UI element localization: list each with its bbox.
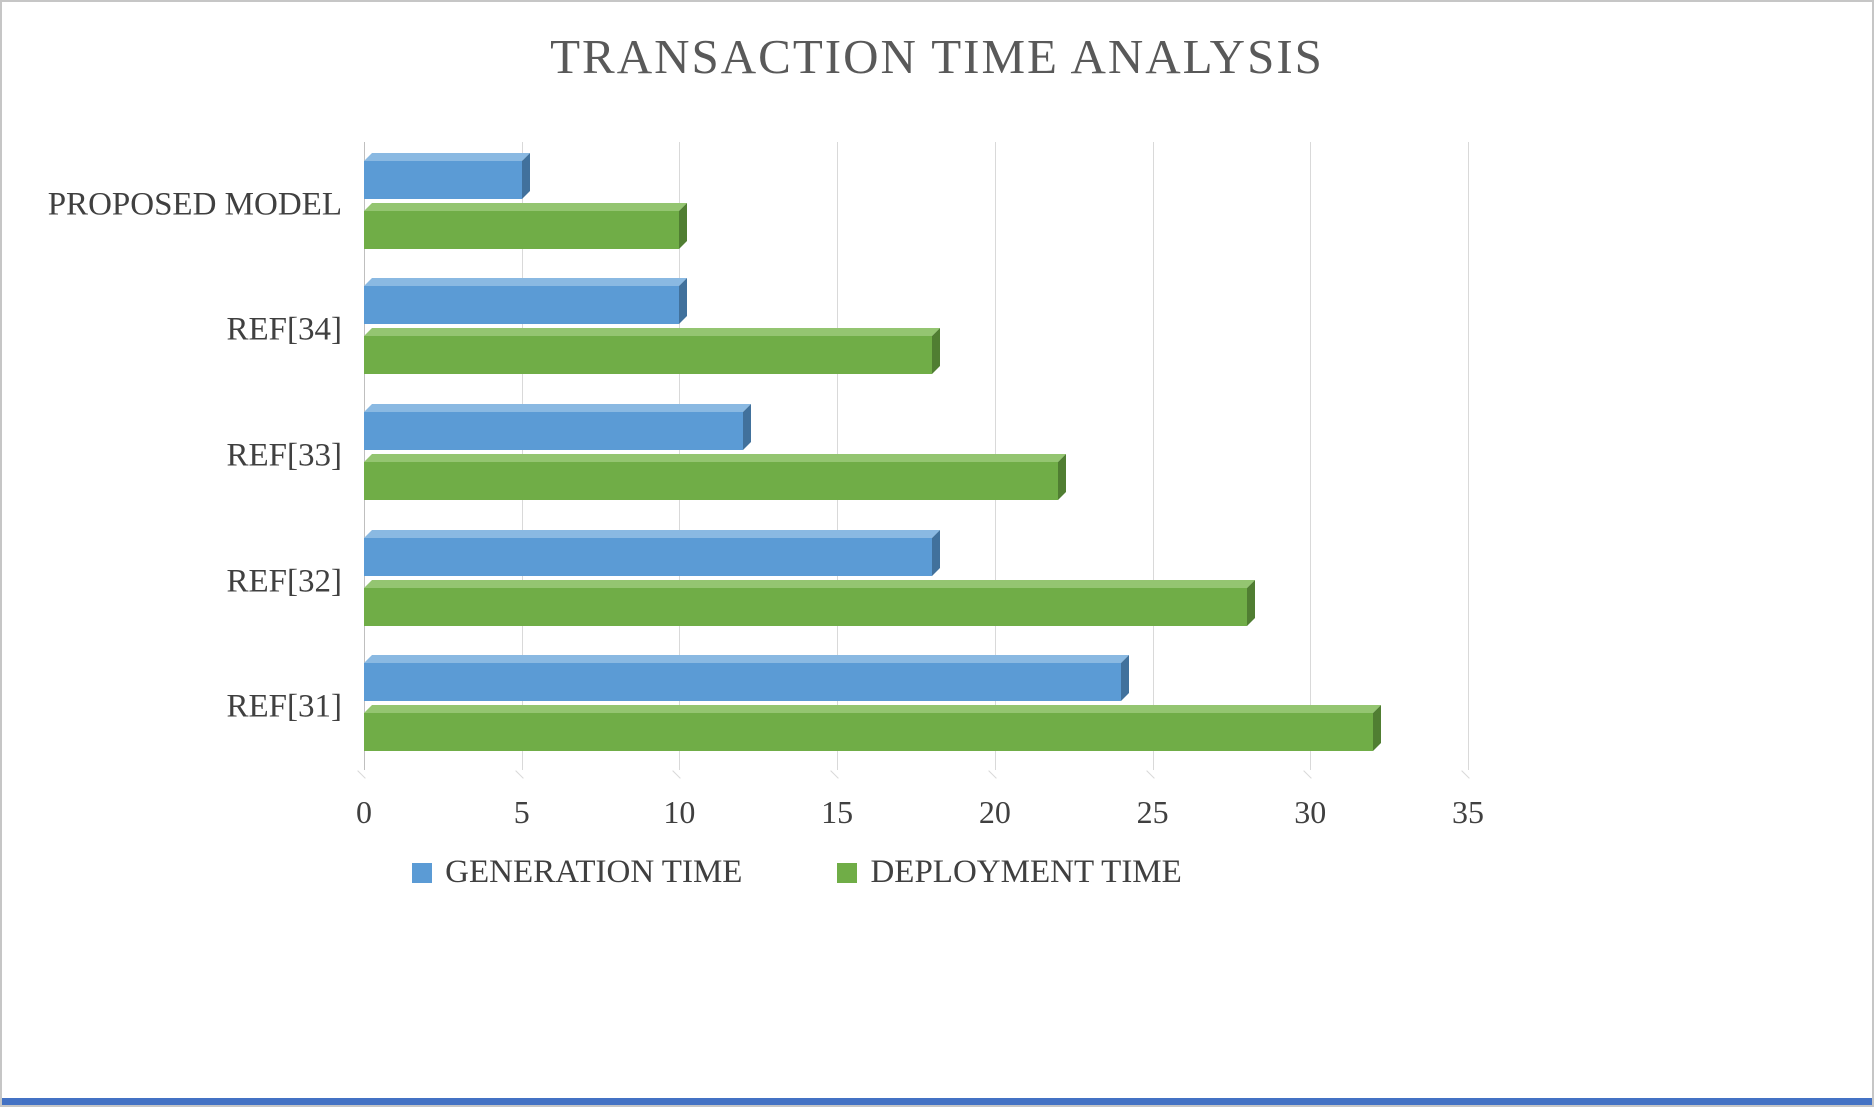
generation-time-bar bbox=[364, 286, 680, 325]
category-label: REF[33] bbox=[226, 437, 343, 474]
y-axis-line bbox=[364, 142, 365, 770]
x-axis-tick-label: 30 bbox=[1294, 794, 1327, 830]
category-row: REF[31] bbox=[227, 644, 1468, 770]
gridline bbox=[1310, 142, 1312, 770]
legend-label-deployment-time: DEPLOYMENT TIME bbox=[870, 854, 1182, 890]
legend-item-generation-time: GENERATION TIME bbox=[412, 854, 742, 891]
x-axis: 0 5 10 15 20 25 30 35 bbox=[356, 770, 1484, 840]
legend-item-deployment-time: DEPLOYMENT TIME bbox=[837, 854, 1182, 891]
x-axis-tick-label: 5 bbox=[513, 794, 530, 830]
category-rows: PROPOSED MODEL REF[34] REF[33] REF[32] REF[3… bbox=[48, 142, 1468, 770]
chart-title: TRANSACTION TIME ANALYSIS bbox=[550, 29, 1324, 84]
deployment-time-bar bbox=[364, 336, 932, 375]
x-axis-tick-label: 0 bbox=[356, 794, 372, 830]
category-row: REF[33] bbox=[227, 393, 1468, 519]
gridline bbox=[1152, 142, 1154, 770]
x-axis-tick-label: 35 bbox=[1452, 794, 1484, 830]
x-axis-tick-label: 25 bbox=[1136, 794, 1169, 830]
category-label: REF[34] bbox=[226, 311, 343, 348]
generation-time-swatch-icon bbox=[412, 862, 433, 883]
category-label: REF[32] bbox=[226, 563, 343, 600]
deployment-time-bar bbox=[364, 587, 1248, 626]
legend: GENERATION TIME DEPLOYMENT TIME bbox=[2, 854, 1592, 891]
x-axis-tick-label: 20 bbox=[978, 794, 1011, 830]
x-axis-tick-label: 15 bbox=[821, 794, 854, 830]
deployment-time-bar bbox=[364, 461, 1058, 500]
generation-time-bar bbox=[364, 411, 743, 450]
category-row: REF[34] bbox=[227, 268, 1468, 394]
category-label: PROPOSED MODEL bbox=[47, 186, 342, 223]
deployment-time-swatch-icon bbox=[837, 862, 858, 883]
deployment-time-bar bbox=[364, 210, 680, 249]
bottom-accent-bar bbox=[2, 1098, 1872, 1105]
plot-area: PROPOSED MODEL REF[34] REF[33] REF[32] REF[3… bbox=[48, 142, 1469, 770]
x-axis-tick-label: 10 bbox=[663, 794, 696, 830]
legend-label-generation-time: GENERATION TIME bbox=[445, 854, 743, 890]
generation-time-bar bbox=[364, 663, 1122, 702]
category-row: PROPOSED MODEL bbox=[48, 142, 1468, 268]
gridline bbox=[1468, 142, 1469, 770]
category-row: REF[32] bbox=[227, 519, 1468, 645]
generation-time-bar bbox=[364, 537, 932, 576]
generation-time-bar bbox=[364, 160, 522, 199]
deployment-time-bar bbox=[364, 713, 1374, 752]
category-label: REF[31] bbox=[226, 688, 343, 725]
